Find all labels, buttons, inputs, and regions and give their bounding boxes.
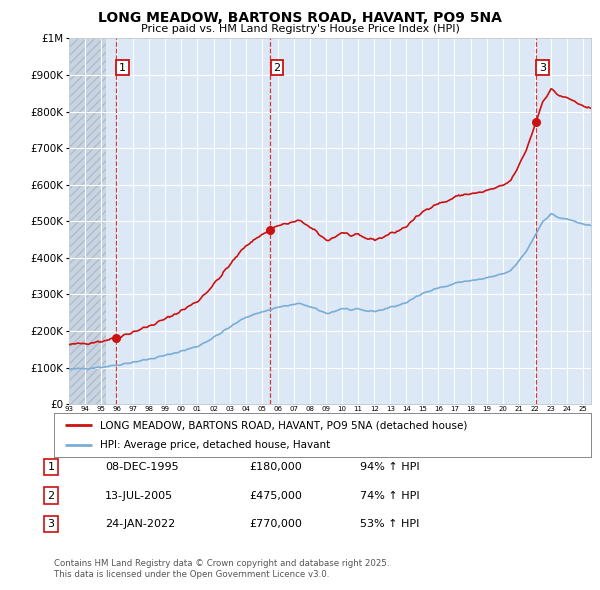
Text: £180,000: £180,000 (249, 463, 302, 472)
Text: £475,000: £475,000 (249, 491, 302, 500)
Text: £770,000: £770,000 (249, 519, 302, 529)
Text: LONG MEADOW, BARTONS ROAD, HAVANT, PO9 5NA: LONG MEADOW, BARTONS ROAD, HAVANT, PO9 5… (98, 11, 502, 25)
Text: Contains HM Land Registry data © Crown copyright and database right 2025.
This d: Contains HM Land Registry data © Crown c… (54, 559, 389, 579)
Text: 3: 3 (539, 63, 546, 73)
Text: Price paid vs. HM Land Registry's House Price Index (HPI): Price paid vs. HM Land Registry's House … (140, 24, 460, 34)
Text: HPI: Average price, detached house, Havant: HPI: Average price, detached house, Hava… (100, 440, 330, 450)
Text: 13-JUL-2005: 13-JUL-2005 (105, 491, 173, 500)
Bar (69, 38, 106, 404)
Text: 74% ↑ HPI: 74% ↑ HPI (360, 491, 419, 500)
Text: 53% ↑ HPI: 53% ↑ HPI (360, 519, 419, 529)
Text: 08-DEC-1995: 08-DEC-1995 (105, 463, 179, 472)
Text: 2: 2 (274, 63, 281, 73)
Text: 24-JAN-2022: 24-JAN-2022 (105, 519, 175, 529)
Text: 3: 3 (47, 519, 55, 529)
Text: 94% ↑ HPI: 94% ↑ HPI (360, 463, 419, 472)
Text: 1: 1 (47, 463, 55, 472)
Text: LONG MEADOW, BARTONS ROAD, HAVANT, PO9 5NA (detached house): LONG MEADOW, BARTONS ROAD, HAVANT, PO9 5… (100, 421, 467, 430)
Text: 1: 1 (119, 63, 126, 73)
Text: 2: 2 (47, 491, 55, 500)
